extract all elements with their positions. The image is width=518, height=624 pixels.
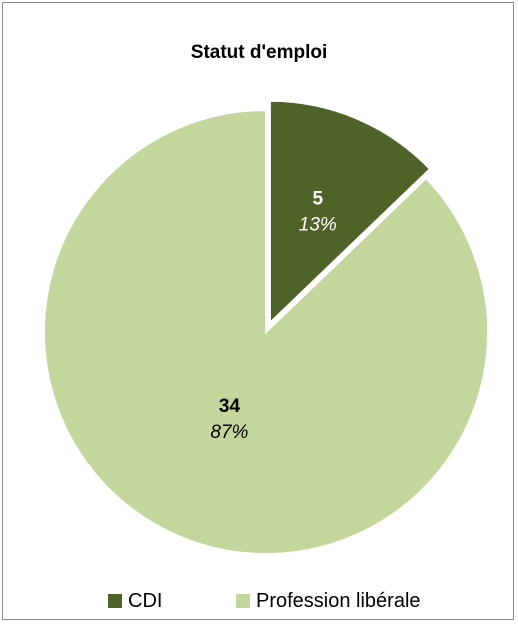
legend-label-profession-liberale: Profession libérale <box>256 589 421 612</box>
chart-title: Statut d'emploi <box>190 42 328 63</box>
legend-swatch-profession-liberale <box>236 594 250 608</box>
data-label-percent-cdi: 13% <box>299 214 337 235</box>
pie-slice-profession-liberale <box>43 108 489 555</box>
pie-slice-cdi <box>268 99 432 326</box>
legend-swatch-cdi <box>108 594 122 608</box>
data-label-value-profession-liberale: 34 <box>219 396 241 417</box>
chart-legend: CDI Profession libérale <box>0 586 518 616</box>
data-label-value-cdi: 5 <box>312 188 323 209</box>
data-label-percent-profession-liberale: 87% <box>210 422 248 443</box>
legend-item-cdi: CDI <box>108 586 162 616</box>
legend-item-profession-liberale: Profession libérale <box>236 586 421 616</box>
legend-label-cdi: CDI <box>128 589 163 612</box>
